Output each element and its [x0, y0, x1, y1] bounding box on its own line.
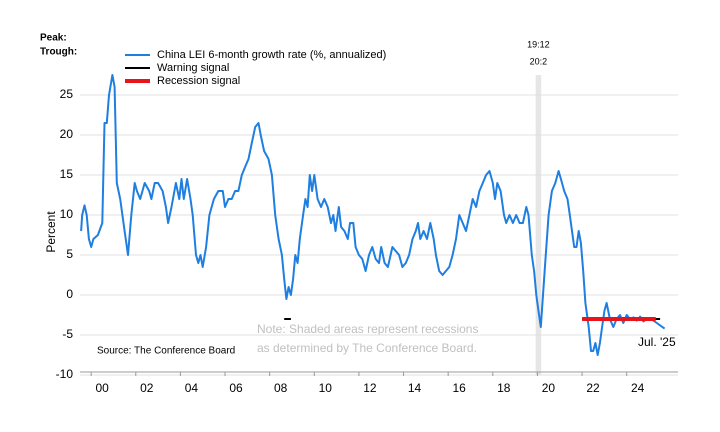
x-tick-label: 24 — [631, 381, 645, 395]
peak-label: Peak: — [40, 33, 67, 44]
x-tick-label: 16 — [452, 381, 466, 395]
y-tick-label: 20 — [60, 127, 74, 141]
y-tick-label: 0 — [66, 287, 73, 301]
x-tick-label: 00 — [95, 381, 109, 395]
y-tick-label: -10 — [56, 367, 74, 381]
series-line — [80, 74, 666, 356]
x-tick-label: 20 — [542, 381, 556, 395]
recession-band — [535, 75, 542, 375]
x-tick-label: 04 — [185, 381, 199, 395]
y-tick-label: 15 — [60, 167, 74, 181]
peak-date: 19:12 — [527, 39, 550, 49]
y-tick-label: 25 — [60, 87, 74, 101]
x-tick-label: 14 — [408, 381, 422, 395]
trough-date: 20:2 — [530, 56, 548, 66]
y-axis-label: Percent — [44, 211, 58, 253]
x-tick-label: 12 — [363, 381, 377, 395]
x-tick-label: 08 — [274, 381, 288, 395]
x-tick-label: 22 — [586, 381, 600, 395]
legend-label: China LEI 6-month growth rate (%, annual… — [157, 49, 386, 61]
legend-label: Recession signal — [157, 75, 240, 87]
x-tick-label: 02 — [140, 381, 154, 395]
note: Note: Shaded areas represent recessions — [257, 322, 478, 336]
note: as determined by The Conference Board. — [257, 341, 477, 355]
trough-label: Trough: — [40, 47, 77, 58]
y-tick-label: 5 — [66, 247, 73, 261]
x-tick-label: 06 — [229, 381, 243, 395]
x-tick-label: 10 — [319, 381, 333, 395]
legend-label: Warning signal — [157, 62, 229, 74]
source: Source: The Conference Board — [97, 346, 235, 357]
x-tick-label: 18 — [497, 381, 511, 395]
y-tick-label: 10 — [60, 207, 74, 221]
end-label: Jul. '25 — [638, 335, 676, 349]
y-tick-label: -5 — [62, 327, 73, 341]
